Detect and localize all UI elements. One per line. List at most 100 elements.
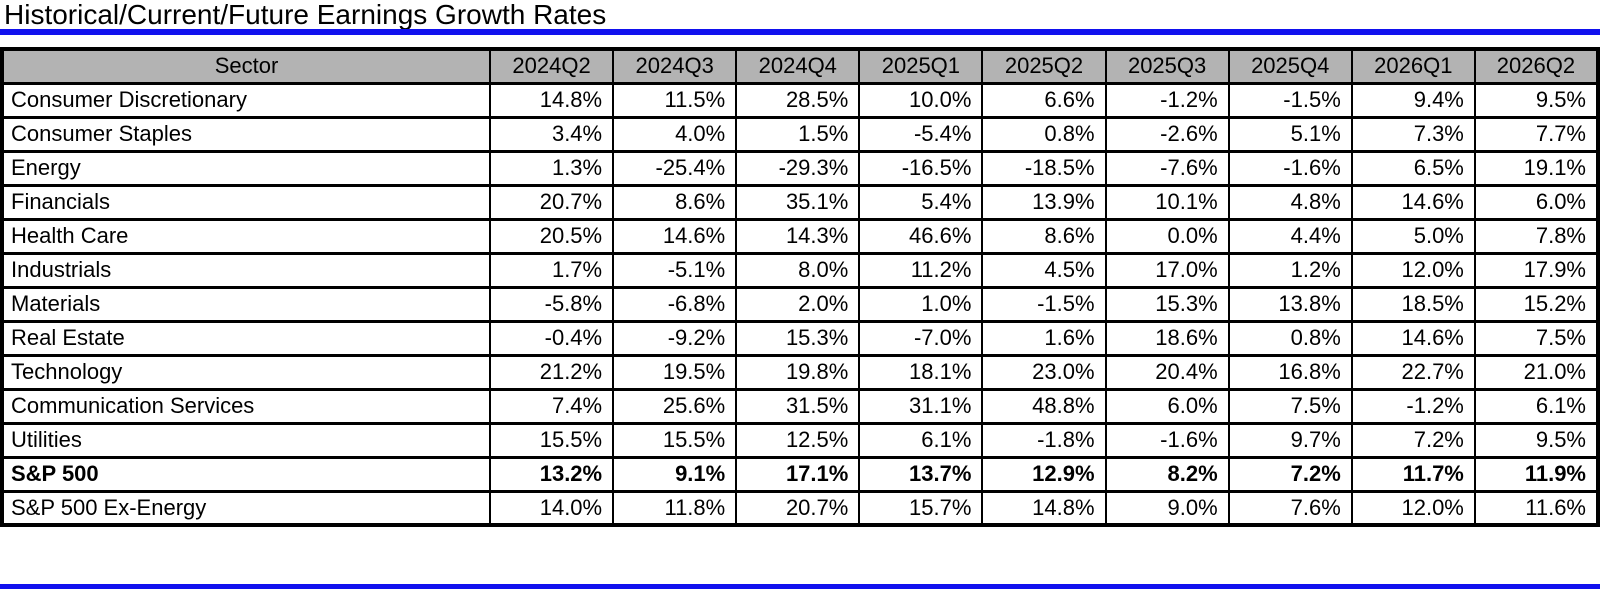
value-cell: 8.2% xyxy=(1104,455,1230,493)
value-cell: 11.8% xyxy=(612,489,738,527)
value-cell: -1.8% xyxy=(981,421,1107,459)
table-row: Consumer Discretionary 14.8% 11.5% 28.5% 10.… xyxy=(1,81,1600,119)
table-row: Industrials 1.7% -5.1% 8.0% 11.2% 4.5% 17.0% 1.… xyxy=(1,251,1600,289)
value-cell: 12.0% xyxy=(1350,251,1476,289)
value-cell: 12.0% xyxy=(1350,489,1476,527)
value-cell: -1.6% xyxy=(1104,421,1230,459)
value-cell: 7.8% xyxy=(1473,217,1600,255)
value-cell: -7.6% xyxy=(1104,149,1230,187)
value-cell: 15.7% xyxy=(858,489,984,527)
sector-cell: Health Care xyxy=(1,217,491,255)
value-cell: 6.0% xyxy=(1473,183,1600,221)
value-cell: 35.1% xyxy=(735,183,861,221)
table-body: Consumer Discretionary 14.8% 11.5% 28.5% 10.… xyxy=(1,81,1600,527)
value-cell: 9.7% xyxy=(1227,421,1353,459)
column-header-quarter: 2024Q3 xyxy=(612,47,738,85)
value-cell: 46.6% xyxy=(858,217,984,255)
value-cell: 31.1% xyxy=(858,387,984,425)
value-cell: 7.7% xyxy=(1473,115,1600,153)
value-cell: 1.5% xyxy=(735,115,861,153)
value-cell: -1.2% xyxy=(1104,81,1230,119)
value-cell: 8.6% xyxy=(981,217,1107,255)
value-cell: 7.4% xyxy=(488,387,615,425)
value-cell: 2.0% xyxy=(735,285,861,323)
value-cell: 0.8% xyxy=(1227,319,1353,357)
value-cell: 12.9% xyxy=(981,455,1107,493)
value-cell: 20.5% xyxy=(488,217,615,255)
value-cell: 14.8% xyxy=(488,81,615,119)
column-header-quarter: 2025Q4 xyxy=(1227,47,1353,85)
value-cell: 4.4% xyxy=(1227,217,1353,255)
sector-cell: Materials xyxy=(1,285,491,323)
value-cell: 25.6% xyxy=(612,387,738,425)
earnings-growth-table: Sector 2024Q2 2024Q3 2024Q4 2025Q1 2025Q2 2025… xyxy=(0,47,1600,527)
value-cell: 12.5% xyxy=(735,421,861,459)
value-cell: 13.8% xyxy=(1227,285,1353,323)
value-cell: 1.2% xyxy=(1227,251,1353,289)
value-cell: -9.2% xyxy=(612,319,738,357)
value-cell: -5.8% xyxy=(488,285,615,323)
value-cell: -1.2% xyxy=(1350,387,1476,425)
value-cell: 8.6% xyxy=(612,183,738,221)
value-cell: 1.3% xyxy=(488,149,615,187)
value-cell: 17.9% xyxy=(1473,251,1600,289)
bottom-rule xyxy=(0,584,1600,589)
sector-cell: Real Estate xyxy=(1,319,491,357)
value-cell: 15.3% xyxy=(1104,285,1230,323)
value-cell: 21.0% xyxy=(1473,353,1600,391)
value-cell: 18.6% xyxy=(1104,319,1230,357)
value-cell: 13.2% xyxy=(488,455,615,493)
sector-cell: Industrials xyxy=(1,251,491,289)
header-row: Sector 2024Q2 2024Q3 2024Q4 2025Q1 2025Q2 2025… xyxy=(1,47,1600,85)
value-cell: 5.1% xyxy=(1227,115,1353,153)
value-cell: 7.5% xyxy=(1473,319,1600,357)
value-cell: 14.6% xyxy=(1350,319,1476,357)
value-cell: -5.4% xyxy=(858,115,984,153)
sector-cell: Communication Services xyxy=(1,387,491,425)
value-cell: 20.7% xyxy=(735,489,861,527)
value-cell: 9.5% xyxy=(1473,81,1600,119)
value-cell: 15.5% xyxy=(488,421,615,459)
value-cell: 11.2% xyxy=(858,251,984,289)
table-header: Sector 2024Q2 2024Q3 2024Q4 2025Q1 2025Q2 2025… xyxy=(1,47,1600,85)
value-cell: -25.4% xyxy=(612,149,738,187)
value-cell: 1.6% xyxy=(981,319,1107,357)
value-cell: 9.1% xyxy=(612,455,738,493)
column-header-sector: Sector xyxy=(1,47,491,85)
table-row: Utilities 15.5% 15.5% 12.5% 6.1% -1.8% -1.6% 9.… xyxy=(1,421,1600,459)
value-cell: 21.2% xyxy=(488,353,615,391)
value-cell: 11.9% xyxy=(1473,455,1600,493)
value-cell: 6.5% xyxy=(1350,149,1476,187)
column-header-quarter: 2024Q2 xyxy=(488,47,615,85)
value-cell: 4.0% xyxy=(612,115,738,153)
value-cell: 14.0% xyxy=(488,489,615,527)
value-cell: 15.5% xyxy=(612,421,738,459)
value-cell: 1.0% xyxy=(858,285,984,323)
value-cell: 14.6% xyxy=(612,217,738,255)
table-row: Real Estate -0.4% -9.2% 15.3% -7.0% 1.6% 18.6%… xyxy=(1,319,1600,357)
value-cell: 17.1% xyxy=(735,455,861,493)
value-cell: 13.9% xyxy=(981,183,1107,221)
sector-cell: Utilities xyxy=(1,421,491,459)
value-cell: 10.1% xyxy=(1104,183,1230,221)
table-row: S&P 500 Ex-Energy 14.0% 11.8% 20.7% 15.7% 14.… xyxy=(1,489,1600,527)
value-cell: -0.4% xyxy=(488,319,615,357)
value-cell: 9.4% xyxy=(1350,81,1476,119)
value-cell: -18.5% xyxy=(981,149,1107,187)
value-cell: 9.0% xyxy=(1104,489,1230,527)
sector-cell: Energy xyxy=(1,149,491,187)
value-cell: 8.0% xyxy=(735,251,861,289)
value-cell: 6.1% xyxy=(1473,387,1600,425)
value-cell: 20.7% xyxy=(488,183,615,221)
value-cell: -2.6% xyxy=(1104,115,1230,153)
value-cell: 20.4% xyxy=(1104,353,1230,391)
sector-cell: S&P 500 xyxy=(1,455,491,493)
value-cell: 19.8% xyxy=(735,353,861,391)
sector-cell: Financials xyxy=(1,183,491,221)
value-cell: 4.8% xyxy=(1227,183,1353,221)
value-cell: -6.8% xyxy=(612,285,738,323)
column-header-quarter: 2025Q1 xyxy=(858,47,984,85)
value-cell: 11.5% xyxy=(612,81,738,119)
value-cell: 9.5% xyxy=(1473,421,1600,459)
